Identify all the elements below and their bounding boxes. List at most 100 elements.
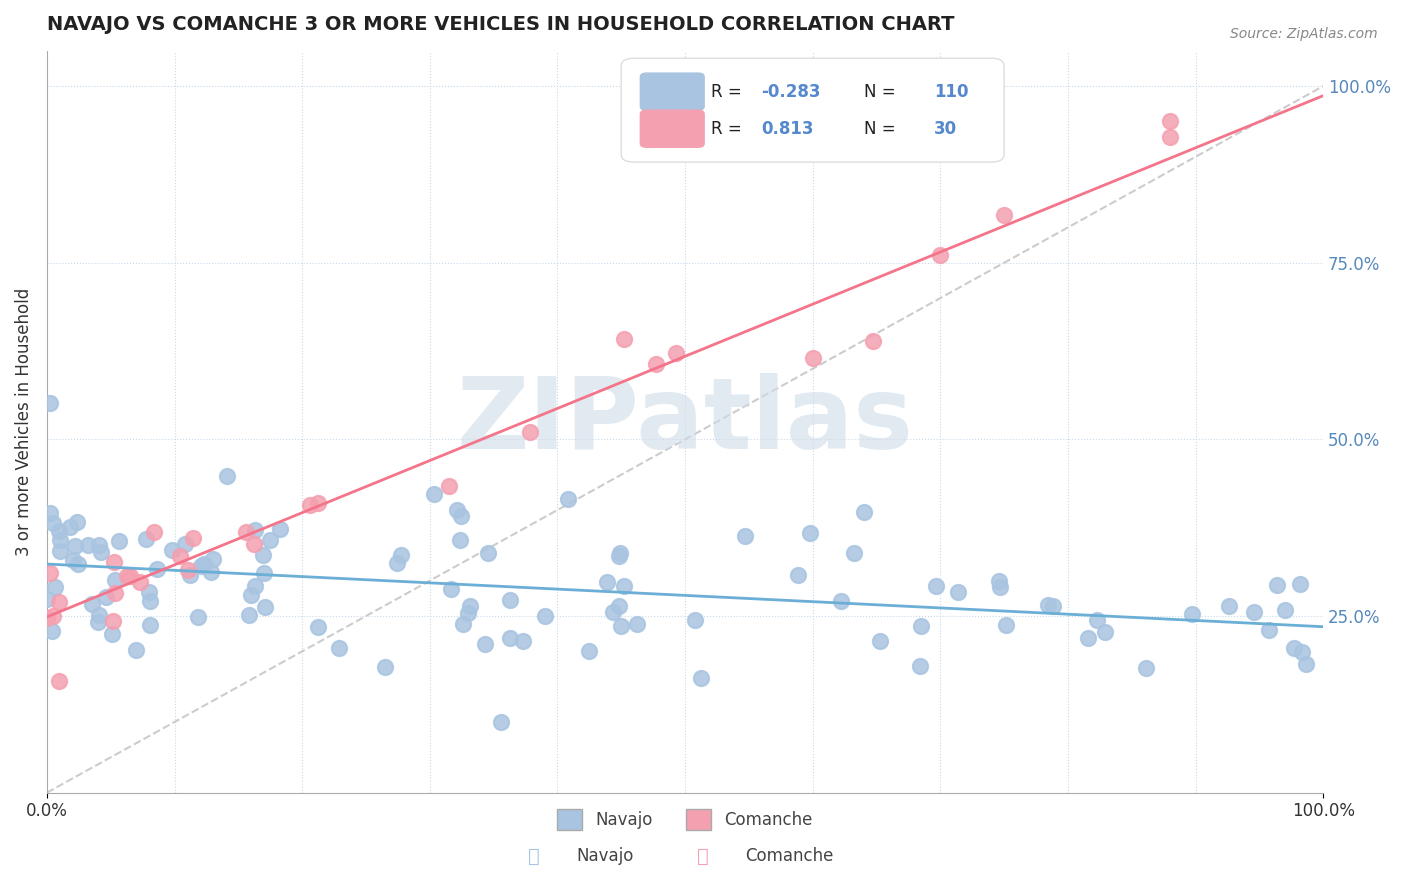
FancyBboxPatch shape (640, 73, 704, 111)
Point (477, 546, 499, 560)
Point (87, 607, 110, 622)
Point (1274, 602, 1296, 616)
Point (190, 558, 212, 573)
Point (243, 536, 266, 550)
Point (1218, 599, 1240, 613)
Point (613, 579, 636, 593)
Point (1291, 644, 1313, 658)
Point (1295, 657, 1317, 671)
Point (458, 599, 481, 613)
Point (103, 556, 125, 570)
Point (128, 575, 150, 590)
Point (217, 469, 239, 483)
Point (437, 479, 460, 493)
Point (610, 618, 633, 632)
Point (499, 631, 522, 645)
Point (457, 606, 479, 620)
Text: Source: ZipAtlas.com: Source: ZipAtlas.com (1230, 27, 1378, 41)
Point (240, 588, 263, 602)
Point (910, 619, 932, 633)
Point (499, 593, 522, 607)
Point (66, 558, 89, 572)
Point (90, 545, 112, 559)
Point (613, 332, 636, 346)
Point (1267, 578, 1289, 592)
Point (665, 345, 688, 359)
Text: 🔷: 🔷 (697, 847, 709, 866)
Point (173, 536, 195, 550)
Point (41, 624, 63, 638)
Text: 30: 30 (934, 120, 957, 137)
Point (87, 538, 110, 552)
Point (948, 584, 970, 599)
Point (39, 506, 62, 520)
Point (243, 579, 266, 593)
Point (259, 533, 281, 547)
Point (100, 627, 122, 641)
Point (253, 566, 276, 581)
Point (557, 491, 579, 506)
Point (138, 584, 160, 599)
Point (35, 592, 58, 607)
Point (626, 616, 648, 631)
Point (44, 580, 66, 594)
Point (451, 617, 474, 632)
Point (177, 563, 200, 577)
Point (423, 487, 446, 501)
Text: Navajo: Navajo (576, 847, 634, 865)
Point (104, 586, 127, 600)
Point (929, 248, 952, 262)
Point (644, 357, 666, 371)
Point (734, 529, 756, 543)
Point (35, 610, 58, 624)
Point (862, 334, 884, 348)
Point (108, 533, 131, 548)
Text: NAVAJO VS COMANCHE 3 OR MORE VEHICLES IN HOUSEHOLD CORRELATION CHART: NAVAJO VS COMANCHE 3 OR MORE VEHICLES IN… (46, 15, 955, 34)
Point (787, 568, 810, 582)
Point (609, 546, 631, 560)
Point (1243, 605, 1265, 619)
Point (245, 523, 267, 537)
Point (307, 620, 329, 634)
Point (96, 591, 118, 605)
Point (269, 522, 291, 536)
Point (125, 642, 148, 657)
Text: 🔷: 🔷 (529, 847, 540, 866)
Point (238, 608, 260, 623)
Point (1289, 577, 1312, 591)
Point (328, 640, 350, 655)
Point (474, 637, 496, 651)
Point (385, 556, 408, 570)
Point (145, 562, 167, 576)
Point (117, 569, 139, 583)
Point (201, 551, 224, 566)
Point (683, 613, 706, 627)
Point (533, 609, 555, 624)
Point (596, 575, 619, 590)
Point (440, 582, 463, 597)
Point (138, 594, 160, 608)
Point (39, 566, 62, 580)
Point (162, 543, 184, 558)
Point (1094, 625, 1116, 640)
Point (994, 618, 1017, 632)
Point (988, 574, 1011, 588)
Point (87, 615, 110, 629)
Point (389, 549, 412, 563)
Point (143, 524, 166, 539)
Point (853, 505, 876, 519)
Point (1085, 613, 1108, 627)
Point (578, 644, 600, 658)
Point (1135, 661, 1157, 675)
Point (602, 605, 624, 619)
Point (1159, 130, 1181, 145)
Text: 0.813: 0.813 (762, 120, 814, 137)
Point (253, 599, 276, 614)
Point (1159, 114, 1181, 128)
Point (844, 546, 866, 560)
Point (48, 594, 70, 608)
FancyBboxPatch shape (640, 111, 704, 147)
Point (49, 533, 72, 547)
Point (200, 565, 222, 579)
Text: N =: N = (863, 83, 901, 101)
